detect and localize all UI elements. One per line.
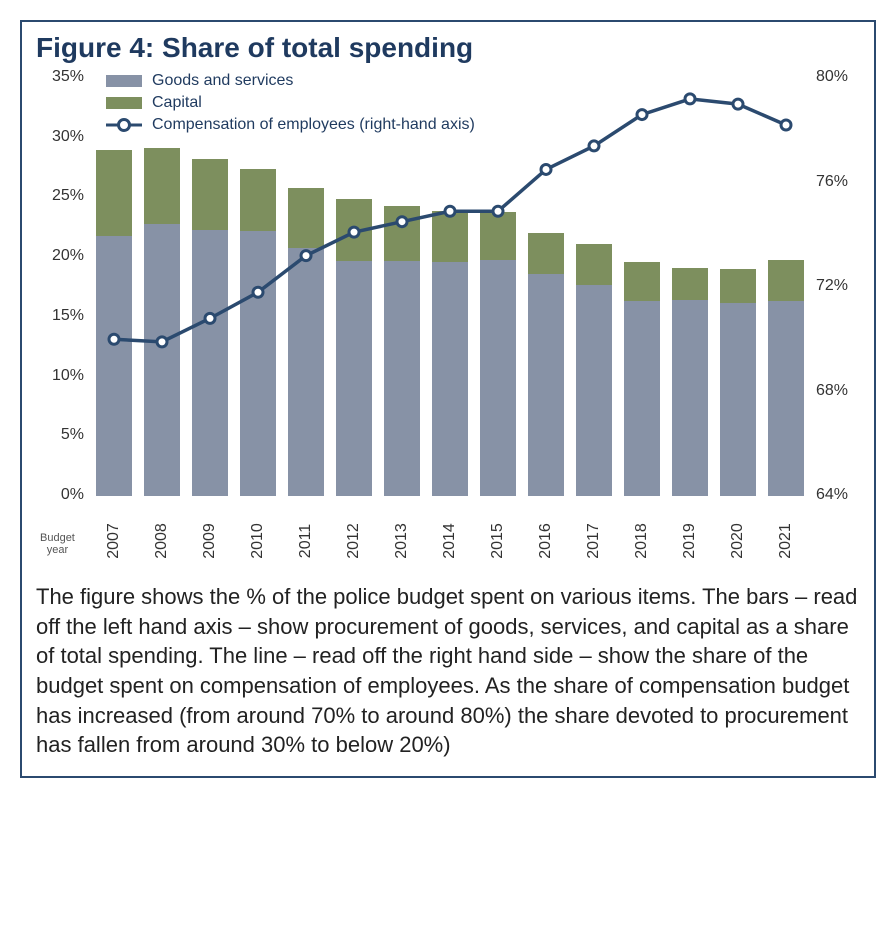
bar-slot: 2013 bbox=[378, 78, 426, 496]
x-axis-label: Budgetyear bbox=[40, 532, 75, 556]
bar bbox=[240, 169, 276, 496]
bar-seg-goods bbox=[672, 300, 708, 496]
bar bbox=[96, 150, 132, 496]
bar-seg-goods bbox=[192, 230, 228, 496]
y-right-tick: 68% bbox=[816, 382, 864, 400]
y-right-tick: 76% bbox=[816, 173, 864, 191]
bar-seg-capital bbox=[432, 211, 468, 262]
bar-seg-capital bbox=[240, 169, 276, 231]
x-tick: 2019 bbox=[681, 523, 699, 559]
bar bbox=[480, 212, 516, 496]
bar bbox=[624, 262, 660, 496]
bar-seg-goods bbox=[432, 262, 468, 496]
bar-seg-goods bbox=[144, 224, 180, 496]
bar-slot: 2020 bbox=[714, 78, 762, 496]
bar bbox=[288, 188, 324, 496]
y-left-tick: 30% bbox=[36, 128, 84, 146]
bar-seg-goods bbox=[336, 261, 372, 496]
bar-slot: 2009 bbox=[186, 78, 234, 496]
x-tick: 2010 bbox=[249, 523, 267, 559]
bar-slot: 2021 bbox=[762, 78, 810, 496]
bar-seg-capital bbox=[480, 212, 516, 260]
y-left-tick: 15% bbox=[36, 307, 84, 325]
bar-seg-capital bbox=[768, 260, 804, 302]
bar-seg-capital bbox=[336, 199, 372, 261]
bar bbox=[192, 159, 228, 496]
bars-layer: 2007200820092010201120122013201420152016… bbox=[90, 78, 810, 496]
bar-seg-capital bbox=[672, 268, 708, 300]
bar-slot: 2008 bbox=[138, 78, 186, 496]
figure-title: Figure 4: Share of total spending bbox=[36, 32, 860, 64]
bar-slot: 2014 bbox=[426, 78, 474, 496]
bar-slot: 2010 bbox=[234, 78, 282, 496]
x-tick: 2009 bbox=[201, 523, 219, 559]
x-tick: 2014 bbox=[441, 523, 459, 559]
chart: Goods and services Capital Compensation … bbox=[36, 68, 864, 558]
bar bbox=[576, 244, 612, 496]
bar-slot: 2012 bbox=[330, 78, 378, 496]
bar-seg-goods bbox=[624, 301, 660, 496]
figure-caption: The figure shows the % of the police bud… bbox=[36, 582, 860, 760]
bar-seg-capital bbox=[96, 150, 132, 236]
bar-seg-goods bbox=[528, 274, 564, 496]
y-right-tick: 80% bbox=[816, 68, 864, 86]
bar-slot: 2017 bbox=[570, 78, 618, 496]
y-right-tick: 72% bbox=[816, 277, 864, 295]
bar bbox=[720, 269, 756, 496]
x-tick: 2020 bbox=[729, 523, 747, 559]
bar-seg-goods bbox=[96, 236, 132, 496]
x-tick: 2016 bbox=[537, 523, 555, 559]
bar bbox=[672, 268, 708, 496]
bar-seg-goods bbox=[720, 303, 756, 496]
bar bbox=[528, 233, 564, 496]
x-tick: 2012 bbox=[345, 523, 363, 559]
y-left-tick: 20% bbox=[36, 247, 84, 265]
bar-seg-goods bbox=[240, 231, 276, 496]
bar-slot: 2018 bbox=[618, 78, 666, 496]
bar-slot: 2019 bbox=[666, 78, 714, 496]
x-tick: 2011 bbox=[297, 524, 315, 558]
x-tick: 2017 bbox=[585, 523, 603, 559]
bar bbox=[768, 260, 804, 496]
bar-seg-capital bbox=[192, 159, 228, 229]
x-tick: 2007 bbox=[105, 523, 123, 559]
bar-seg-capital bbox=[576, 244, 612, 285]
bar-slot: 2007 bbox=[90, 78, 138, 496]
bar-seg-goods bbox=[288, 248, 324, 496]
bar-slot: 2015 bbox=[474, 78, 522, 496]
x-tick: 2021 bbox=[777, 523, 795, 559]
bar-seg-capital bbox=[528, 233, 564, 274]
bar-seg-goods bbox=[384, 261, 420, 496]
bar-seg-goods bbox=[480, 260, 516, 496]
y-left-tick: 25% bbox=[36, 187, 84, 205]
x-tick: 2015 bbox=[489, 523, 507, 559]
bar-seg-goods bbox=[768, 301, 804, 496]
bar-seg-capital bbox=[720, 269, 756, 302]
bar bbox=[336, 199, 372, 496]
bar bbox=[432, 211, 468, 496]
y-left-tick: 35% bbox=[36, 68, 84, 86]
bar-seg-capital bbox=[384, 206, 420, 261]
x-tick: 2018 bbox=[633, 523, 651, 559]
plot-area: 2007200820092010201120122013201420152016… bbox=[90, 78, 810, 496]
y-left-tick: 10% bbox=[36, 367, 84, 385]
y-left-tick: 5% bbox=[36, 426, 84, 444]
y-left-tick: 0% bbox=[36, 486, 84, 504]
bar-seg-capital bbox=[624, 262, 660, 301]
bar-seg-capital bbox=[144, 148, 180, 223]
bar-slot: 2016 bbox=[522, 78, 570, 496]
bar bbox=[144, 148, 180, 496]
bar-slot: 2011 bbox=[282, 78, 330, 496]
bar-seg-goods bbox=[576, 285, 612, 496]
bar bbox=[384, 206, 420, 496]
x-tick: 2013 bbox=[393, 523, 411, 559]
y-right-tick: 64% bbox=[816, 486, 864, 504]
figure-container: Figure 4: Share of total spending Goods … bbox=[20, 20, 876, 778]
bar-seg-capital bbox=[288, 188, 324, 248]
x-tick: 2008 bbox=[153, 523, 171, 559]
